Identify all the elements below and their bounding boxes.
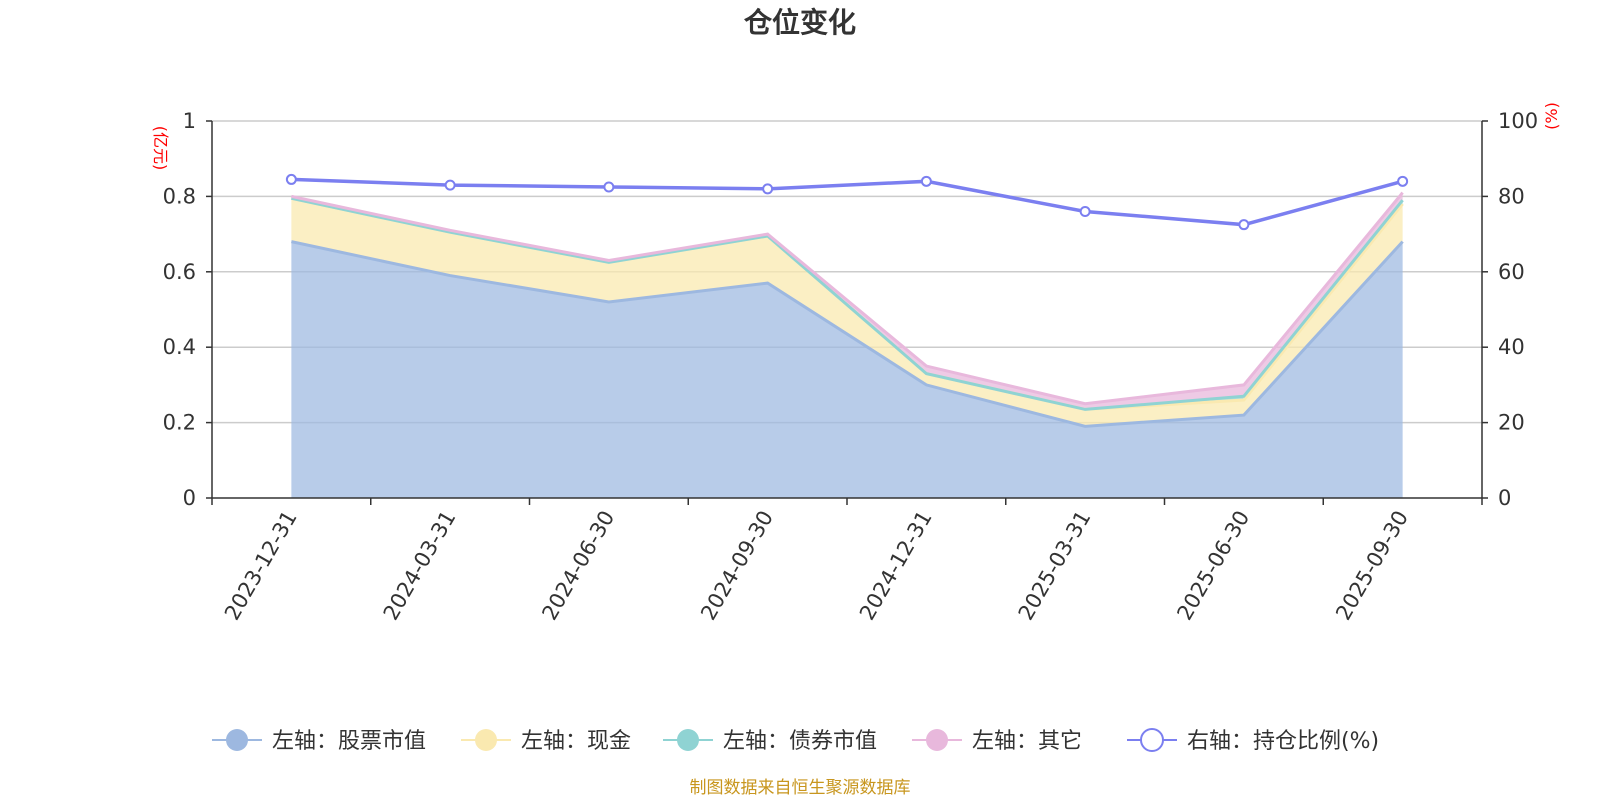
- x-tick-label: 2024-06-30: [537, 507, 619, 625]
- legend-marker-4: [1140, 728, 1164, 752]
- ratio-line-path: [291, 177, 1404, 227]
- legend-label-2: 左轴：债券市值: [723, 729, 877, 754]
- area-series-2-edge: [291, 196, 1404, 411]
- ratio-point: [920, 175, 932, 187]
- legend-label-4: 右轴：持仓比例(%): [1187, 729, 1379, 754]
- x-tick-label: 2025-03-31: [1014, 507, 1096, 625]
- x-tick-label: 2024-09-30: [696, 507, 778, 625]
- legend-marker-3: [926, 729, 948, 751]
- left-tick-label: 0: [183, 486, 196, 510]
- ratio-point: [1397, 175, 1409, 187]
- area-series-3-edge: [291, 191, 1404, 406]
- ratio-point: [444, 179, 456, 191]
- right-tick-label: 40: [1498, 335, 1525, 359]
- ratio-point: [603, 181, 615, 193]
- left-axis-unit: (亿元): [151, 126, 170, 171]
- left-tick-label: 0.8: [163, 184, 196, 208]
- right-tick-label: 0: [1498, 486, 1511, 510]
- legend-marker-1: [475, 729, 497, 751]
- right-tick-label: 20: [1498, 411, 1525, 435]
- ratio-point: [285, 173, 297, 185]
- x-tick-label: 2024-12-31: [855, 507, 937, 625]
- ratio-point: [1079, 205, 1091, 217]
- legend-marker-2: [677, 729, 699, 751]
- left-tick-label: 0.2: [163, 411, 196, 435]
- right-tick-label: 100: [1498, 109, 1538, 133]
- legend-label-1: 左轴：现金: [521, 729, 631, 754]
- left-tick-label: 0.6: [163, 260, 196, 284]
- x-tick-label: 2024-03-31: [379, 507, 461, 625]
- x-tick-label: 2025-09-30: [1331, 507, 1413, 625]
- left-tick-label: 1: [183, 109, 196, 133]
- right-axis-unit: (%): [1542, 102, 1561, 130]
- left-tick-label: 0.4: [163, 335, 196, 359]
- position-ratio-line: [285, 173, 1409, 231]
- right-tick-label: 60: [1498, 260, 1525, 284]
- legend-label-0: 左轴：股票市值: [272, 729, 426, 754]
- x-tick-label: 2025-06-30: [1172, 507, 1254, 625]
- legend: 左轴：股票市值 左轴：现金 左轴：债券市值 左轴：其它 右轴：持仓比例(%): [212, 728, 1379, 754]
- area-series-0-edge: [291, 240, 1404, 428]
- right-tick-label: 80: [1498, 184, 1525, 208]
- ratio-point: [1238, 219, 1250, 231]
- ratio-point: [762, 183, 774, 195]
- stacked-areas: [291, 191, 1404, 498]
- x-tick-label: 2023-12-31: [220, 507, 302, 625]
- source-note: 制图数据来自恒生聚源数据库: [690, 778, 911, 798]
- area-series-0: [291, 241, 1403, 498]
- legend-label-3: 左轴：其它: [972, 729, 1082, 754]
- legend-marker-0: [226, 729, 248, 751]
- chart-title: 仓位变化: [744, 6, 856, 39]
